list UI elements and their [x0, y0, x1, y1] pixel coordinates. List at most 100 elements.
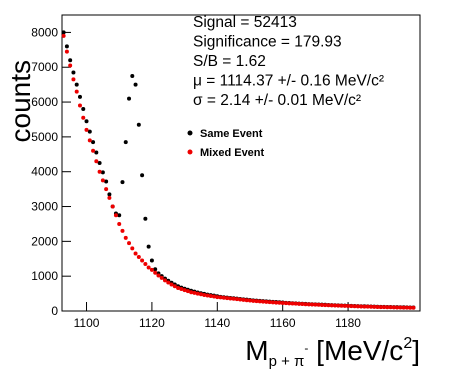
- data-point: [192, 290, 197, 295]
- data-point: [247, 298, 252, 303]
- data-point: [339, 303, 344, 308]
- legend-marker: [187, 149, 193, 155]
- x-label-part: p + π: [269, 353, 305, 370]
- data-point: [153, 270, 158, 275]
- data-point: [365, 304, 370, 309]
- data-point: [97, 169, 102, 174]
- data-point: [241, 297, 246, 302]
- y-tick-label: 2000: [31, 234, 58, 248]
- data-point: [395, 305, 400, 310]
- data-point: [297, 301, 302, 306]
- data-point: [391, 305, 396, 310]
- data-point: [87, 129, 92, 134]
- data-point: [270, 300, 275, 305]
- data-point: [385, 305, 390, 310]
- data-point: [166, 280, 171, 285]
- data-point: [107, 195, 112, 200]
- data-point: [355, 304, 360, 309]
- data-point: [408, 305, 413, 310]
- data-point: [342, 303, 347, 308]
- x-label-part: [MeV/c: [308, 335, 403, 366]
- data-point: [94, 150, 99, 155]
- data-point: [362, 304, 367, 309]
- data-point: [133, 251, 138, 256]
- data-point: [146, 244, 151, 249]
- stat-line: Signal = 52413: [193, 14, 297, 31]
- data-point: [346, 304, 351, 309]
- data-point: [104, 187, 109, 192]
- data-point: [61, 30, 66, 35]
- data-point: [123, 235, 128, 240]
- data-point: [182, 288, 187, 293]
- stat-line: μ = 1114.37 +/- 0.16 MeV/c²: [193, 73, 384, 90]
- data-point: [91, 140, 96, 145]
- data-point: [378, 305, 383, 310]
- data-point: [68, 63, 73, 68]
- data-point: [215, 295, 220, 300]
- data-point: [169, 282, 174, 287]
- legend-marker: [187, 130, 193, 136]
- data-point: [280, 300, 285, 305]
- data-point: [81, 115, 86, 120]
- data-point: [87, 138, 92, 143]
- data-point: [293, 301, 298, 306]
- data-point: [195, 291, 200, 296]
- data-point: [310, 302, 315, 307]
- data-point: [104, 179, 109, 184]
- data-point: [156, 273, 161, 278]
- data-point: [97, 161, 102, 165]
- data-point: [143, 216, 148, 221]
- data-point: [372, 304, 377, 309]
- data-point: [162, 278, 167, 283]
- data-point: [81, 107, 86, 112]
- data-point: [264, 299, 269, 304]
- data-point: [228, 296, 233, 301]
- x-tick-label: 1100: [74, 316, 100, 330]
- data-point: [290, 301, 295, 306]
- data-point: [110, 204, 115, 209]
- data-point: [375, 304, 380, 309]
- data-point: [218, 295, 223, 300]
- data-point: [287, 301, 292, 306]
- y-tick-label: 5000: [31, 130, 58, 144]
- data-point: [77, 103, 82, 108]
- data-point: [404, 305, 409, 310]
- data-point: [179, 287, 184, 292]
- data-point: [64, 49, 69, 54]
- data-point: [130, 246, 135, 251]
- data-point: [231, 296, 236, 301]
- data-point: [127, 96, 132, 101]
- data-point: [398, 305, 403, 310]
- data-point: [411, 305, 416, 310]
- data-point: [117, 221, 122, 226]
- data-point: [401, 305, 406, 310]
- data-point: [283, 301, 288, 306]
- data-point: [382, 305, 387, 310]
- data-point: [149, 258, 154, 263]
- data-point: [277, 300, 282, 305]
- data-point: [77, 94, 82, 99]
- x-tick-label: 1140: [204, 316, 230, 330]
- data-point: [146, 265, 151, 270]
- y-tick-label: 6000: [31, 95, 58, 109]
- data-point: [113, 213, 118, 218]
- y-axis-label: counts: [5, 60, 36, 143]
- data-point: [159, 275, 164, 280]
- data-point: [300, 302, 305, 307]
- data-point: [140, 173, 145, 178]
- data-point: [143, 261, 148, 266]
- data-point: [84, 127, 89, 132]
- data-point: [91, 148, 96, 153]
- data-point: [172, 284, 177, 289]
- data-point: [123, 140, 128, 145]
- data-point: [368, 304, 373, 309]
- data-point: [100, 178, 105, 183]
- data-point: [117, 213, 122, 218]
- data-point: [68, 58, 73, 63]
- data-point: [388, 305, 393, 310]
- data-point: [176, 286, 181, 291]
- y-tick-label: 7000: [31, 60, 58, 74]
- data-point: [319, 302, 324, 307]
